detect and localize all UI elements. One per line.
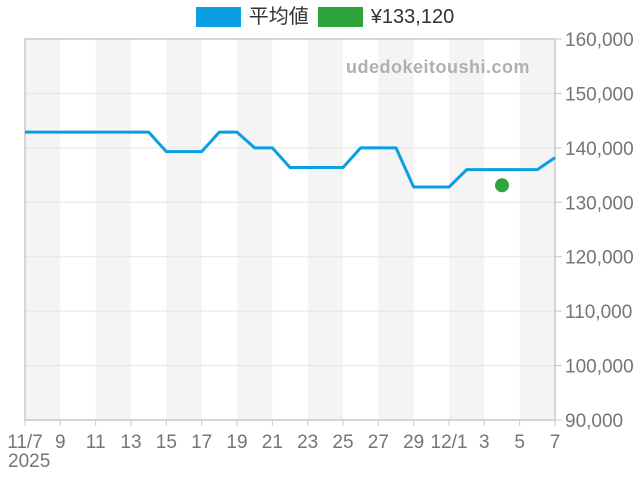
plot-stripe [519,39,555,420]
watermark: udedokeitoushi.com [345,57,530,77]
plot-stripe [307,39,343,420]
plot-stripe [25,39,61,420]
plot-stripe [166,39,202,420]
legend-item-average[interactable]: 平均値 [195,6,309,28]
x-axis-tick-label: 11/7 [7,432,43,453]
plot-stripe [378,39,414,420]
y-axis-tick-label: 100,000 [565,357,634,378]
y-axis-tick-label: 130,000 [565,193,634,214]
x-axis-tick-label: 29 [403,432,424,453]
x-axis-tick-label: 12/1 [431,432,468,453]
legend-swatch-current-price-icon [317,7,363,27]
x-axis-tick-label: 7 [550,432,561,453]
x-axis-year-label: 2025 [8,451,51,472]
x-axis-tick-label: 27 [368,432,389,453]
average-price-line [25,130,556,189]
plot-border [24,38,556,421]
x-axis-tick-label: 3 [479,432,490,453]
x-axis-tick-label: 23 [297,432,318,453]
legend-label-average: 平均値 [248,6,309,28]
legend-label-current-price: ¥133,120 [370,6,455,28]
plot-stripe [449,39,485,420]
legend-item-current-price[interactable]: ¥133,120 [317,6,455,28]
x-axis-tick-label: 21 [262,432,283,453]
y-axis-tick-label: 150,000 [565,84,634,105]
plot-stripe [95,39,131,420]
x-axis-tick-label: 19 [226,432,247,453]
x-axis-tick-label: 25 [332,432,353,453]
chart-legend: 平均値 ¥133,120 [5,6,640,28]
y-axis-tick-label: 120,000 [565,248,634,269]
y-axis-tick-label: 160,000 [565,30,634,51]
y-axis-tick-label: 90,000 [565,411,623,432]
current-price-point [495,178,509,193]
y-axis-tick-label: 140,000 [565,139,634,160]
x-axis-tick-label: 15 [156,432,177,453]
x-axis-tick-label: 5 [514,432,525,453]
plot-stripe [237,39,273,420]
legend-swatch-average-icon [195,7,241,27]
y-axis-tick-label: 110,000 [565,302,632,323]
x-axis-tick-label: 9 [55,432,66,453]
x-axis-tick-label: 11 [86,432,106,453]
x-axis-tick-label: 13 [120,432,141,453]
x-axis-tick-label: 17 [191,432,212,453]
